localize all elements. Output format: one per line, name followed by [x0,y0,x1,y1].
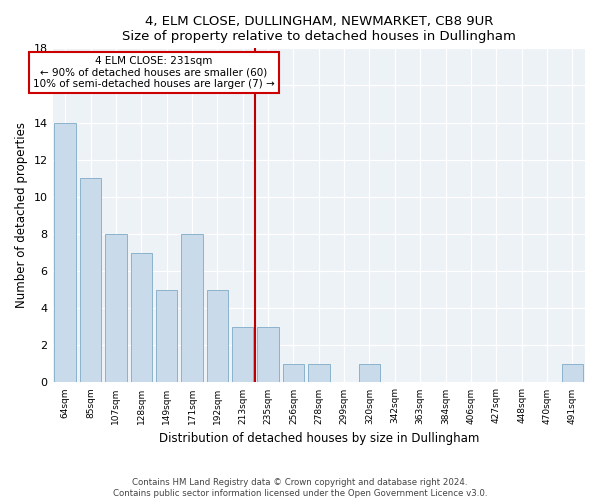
X-axis label: Distribution of detached houses by size in Dullingham: Distribution of detached houses by size … [158,432,479,445]
Y-axis label: Number of detached properties: Number of detached properties [15,122,28,308]
Bar [562,364,583,382]
Text: Contains HM Land Registry data © Crown copyright and database right 2024.
Contai: Contains HM Land Registry data © Crown c… [113,478,487,498]
Title: 4, ELM CLOSE, DULLINGHAM, NEWMARKET, CB8 9UR
Size of property relative to detach: 4, ELM CLOSE, DULLINGHAM, NEWMARKET, CB8… [122,15,516,43]
Bar [308,364,329,382]
Text: 4 ELM CLOSE: 231sqm
← 90% of detached houses are smaller (60)
10% of semi-detach: 4 ELM CLOSE: 231sqm ← 90% of detached ho… [33,56,275,89]
Bar [131,252,152,382]
Bar [232,326,253,382]
Bar [156,290,178,382]
Bar [283,364,304,382]
Bar [181,234,203,382]
Bar [206,290,228,382]
Bar [80,178,101,382]
Bar [55,122,76,382]
Bar [105,234,127,382]
Bar [257,326,279,382]
Bar [359,364,380,382]
